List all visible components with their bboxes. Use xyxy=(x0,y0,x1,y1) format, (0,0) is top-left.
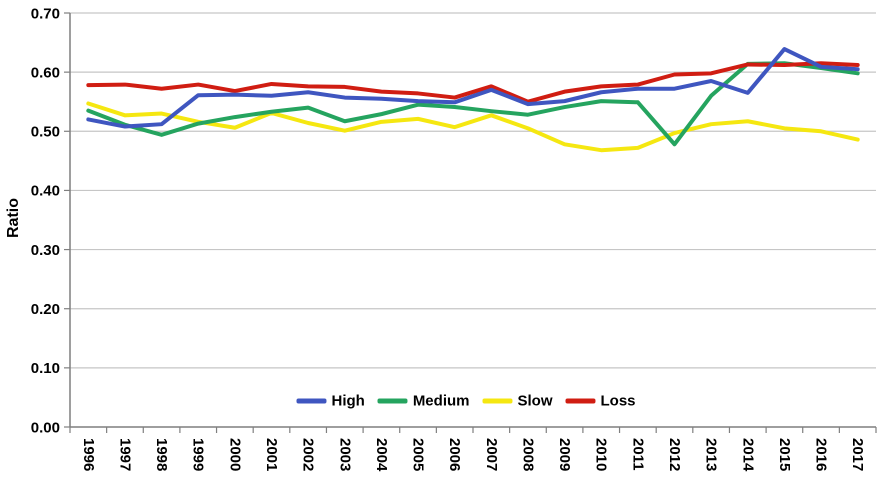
y-axis-tick-label: 0.30 xyxy=(31,242,60,259)
legend-item-loss: Loss xyxy=(565,392,636,410)
x-axis-tick-label: 2011 xyxy=(629,438,646,471)
x-axis-tick-label: 2013 xyxy=(703,438,720,471)
x-axis-tick-label: 2017 xyxy=(849,438,866,471)
x-axis-tick-label: 2005 xyxy=(410,438,427,471)
y-axis-tick-label: 0.50 xyxy=(31,124,60,141)
x-axis-tick-label: 2012 xyxy=(666,438,683,471)
x-axis-tick-label: 1999 xyxy=(190,438,207,471)
legend: High Medium Slow Loss xyxy=(296,392,636,410)
legend-line-swatch-loss xyxy=(565,398,596,404)
x-axis-tick-label: 2007 xyxy=(483,438,500,471)
legend-line-swatch-medium xyxy=(377,398,408,404)
x-axis-tick-label: 1996 xyxy=(80,438,97,471)
legend-item-medium: Medium xyxy=(377,392,470,410)
series-line-loss xyxy=(86,61,860,104)
legend-label-medium: Medium xyxy=(412,392,470,410)
x-axis-tick-label: 2006 xyxy=(446,438,463,471)
y-axis-tick-label: 0.70 xyxy=(31,5,60,22)
x-axis-tick-label: 2004 xyxy=(373,438,390,472)
y-axis-tick-label: 0.40 xyxy=(31,183,60,200)
series-line-slow xyxy=(86,101,860,153)
y-axis-title: Ratio xyxy=(5,198,22,238)
legend-item-slow: Slow xyxy=(482,392,553,410)
x-axis-tick-label: 2003 xyxy=(336,438,353,471)
x-axis-tick-label: 2015 xyxy=(776,438,793,471)
x-axis-tick-label: 2009 xyxy=(556,438,573,471)
series-line-high xyxy=(86,47,860,129)
x-axis-tick-label: 2014 xyxy=(739,438,756,472)
x-axis-tick-label: 2000 xyxy=(226,438,243,471)
legend-label-loss: Loss xyxy=(600,392,636,410)
y-axis-tick-label: 0.60 xyxy=(31,64,60,81)
series-line-medium xyxy=(86,61,860,147)
legend-item-high: High xyxy=(296,392,365,410)
legend-label-high: High xyxy=(331,392,365,410)
x-axis-tick-label: 2016 xyxy=(813,438,830,471)
legend-line-swatch-slow xyxy=(482,398,513,404)
legend-label-slow: Slow xyxy=(517,392,553,410)
x-axis-tick-label: 1997 xyxy=(116,438,133,471)
y-axis-tick-label: 0.10 xyxy=(31,360,60,377)
x-axis-tick-label: 2008 xyxy=(519,438,536,471)
legend-line-swatch-high xyxy=(296,398,327,404)
x-axis-tick-label: 2001 xyxy=(263,438,280,471)
x-axis-tick-label: 1998 xyxy=(153,438,170,471)
y-axis-tick-label: 0.00 xyxy=(31,419,60,436)
y-axis-tick-label: 0.20 xyxy=(31,301,60,318)
x-axis-tick-label: 2002 xyxy=(300,438,317,471)
x-axis-tick-label: 2010 xyxy=(593,438,610,471)
